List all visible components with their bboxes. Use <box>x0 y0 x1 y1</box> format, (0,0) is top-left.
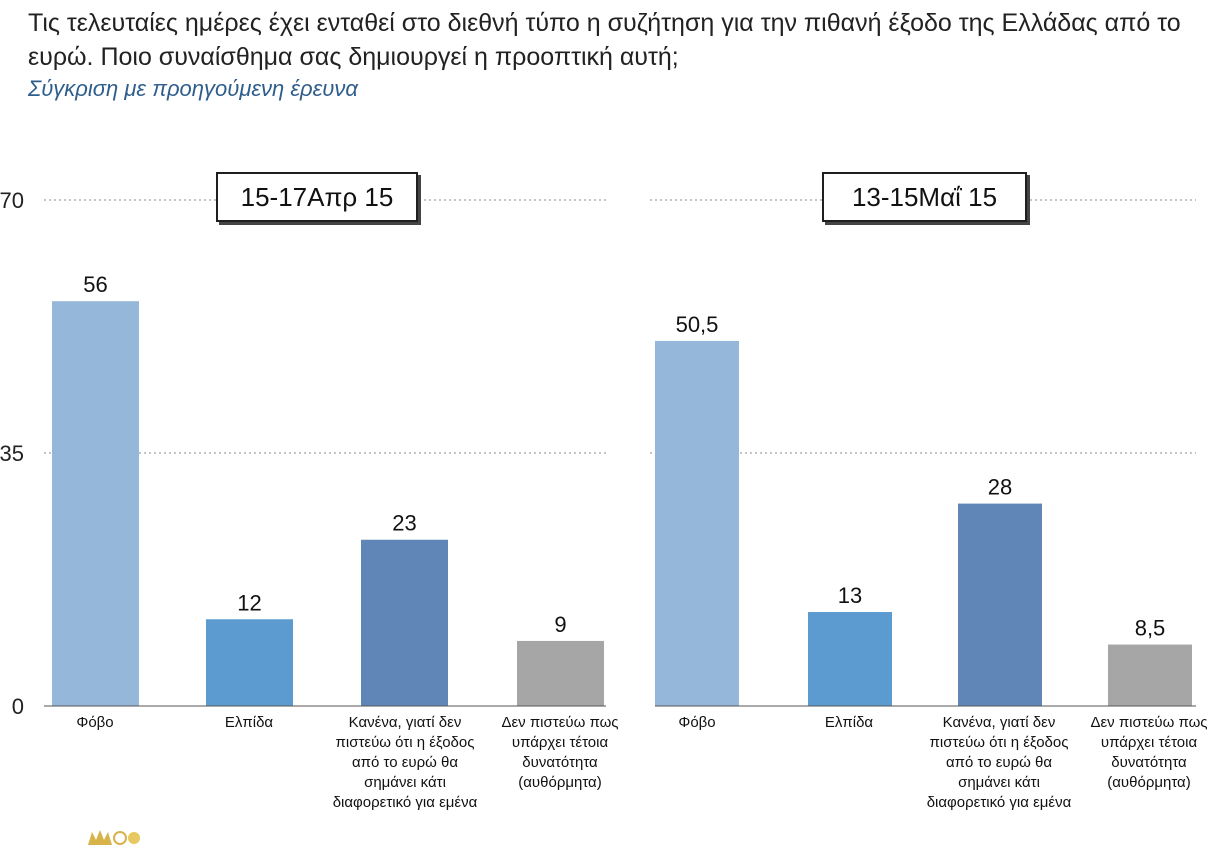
bar-1-3 <box>361 539 448 706</box>
panel-title-2: 13-15Μαΐ 15 <box>822 172 1027 222</box>
x-label-2-4: Δεν πιστεύω πως υπάρχει τέτοια δυνατότητ… <box>1090 714 1208 791</box>
comparison-subtitle: Σύγκριση με προηγούμενη έρευνα <box>28 76 358 101</box>
data-label-2-4: 8,5 <box>1135 616 1166 641</box>
data-label-1-4: 9 <box>554 612 566 637</box>
bar-1-2 <box>206 619 293 706</box>
bar-2-4 <box>1108 644 1192 706</box>
x-label-1-4: Δεν πιστεύω πως υπάρχει τέτοια δυνατότητ… <box>501 714 619 791</box>
data-label-1-1: 56 <box>83 272 107 297</box>
y-tick-label: 70 <box>0 188 24 213</box>
bar-2-3 <box>958 503 1042 706</box>
x-label-2-2: Ελπίδα <box>824 714 874 731</box>
data-label-1-3: 23 <box>392 511 416 536</box>
bar-2-2 <box>808 612 892 706</box>
y-tick-label: 0 <box>12 694 24 719</box>
data-label-2-3: 28 <box>988 475 1012 500</box>
x-label-2-1: Φόβο <box>678 714 716 731</box>
x-label-1-3: Κανένα, γιατί δεν πιστεύω ότι η έξοδος α… <box>332 714 478 811</box>
data-label-2-1: 50,5 <box>676 312 719 337</box>
x-label-1-2: Ελπίδα <box>224 714 274 731</box>
brand-logo <box>88 830 140 845</box>
data-label-2-2: 13 <box>838 583 862 608</box>
x-label-1-1: Φόβο <box>76 714 114 731</box>
data-label-1-2: 12 <box>237 590 261 615</box>
bar-1-4 <box>517 640 604 706</box>
bar-1-1 <box>52 301 139 706</box>
panel-title-1: 15-17Απρ 15 <box>216 172 418 222</box>
x-label-2-3: Κανένα, γιατί δεν πιστεύω ότι η έξοδος α… <box>926 714 1072 811</box>
y-tick-label: 35 <box>0 441 24 466</box>
bar-2-1 <box>655 340 739 706</box>
question-text: Τις τελευταίες ημέρες έχει ενταθεί στο δ… <box>28 9 1181 71</box>
